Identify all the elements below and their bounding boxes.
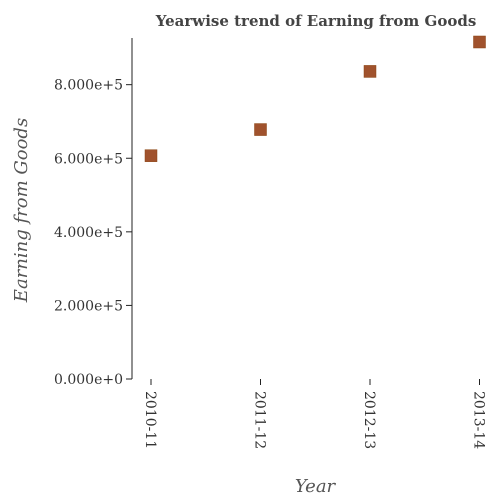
x-tick-label: 2012-13 [361, 391, 377, 449]
chart-title: Yearwise trend of Earning from Goods [155, 12, 477, 30]
x-tick-label: 2011-12 [252, 391, 268, 449]
data-points [144, 35, 486, 162]
data-point [144, 149, 158, 162]
y-tick-label: 0.000e+0 [54, 372, 123, 388]
y-tick-label: 4.000e+5 [54, 225, 123, 241]
data-point [254, 123, 267, 136]
y-axis-label: Earning from Goods [11, 118, 32, 303]
y-tick-label: 6.000e+5 [54, 151, 123, 167]
y-tick-label: 2.000e+5 [54, 298, 123, 314]
data-point [363, 65, 377, 78]
y-tick-label: 8.000e+5 [54, 78, 123, 94]
x-tick-label: 2013-14 [471, 391, 487, 449]
data-point [473, 35, 486, 49]
x-tick-group: 2010-11 2011-12 2012-13 2013-14 [142, 379, 487, 449]
x-tick-label: 2010-11 [142, 391, 158, 449]
x-axis-label: Year [295, 476, 337, 497]
y-tick-group: 0.000e+0 2.000e+5 4.000e+5 6.000e+5 8.000e+5 [54, 78, 132, 388]
